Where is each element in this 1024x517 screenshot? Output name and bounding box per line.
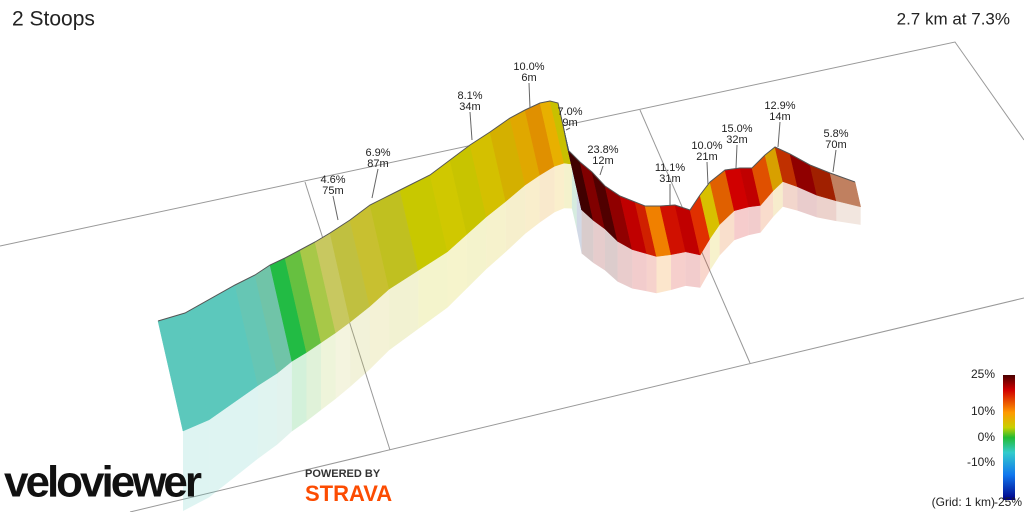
reflection-segment	[816, 195, 837, 222]
grade-label: 7.0%	[557, 106, 582, 118]
grade-label: 11.1%	[655, 162, 686, 174]
reflection-segment	[306, 342, 322, 422]
reflection-segment	[257, 373, 278, 459]
reflection-segment	[685, 251, 701, 288]
reflection-segment	[748, 205, 761, 236]
leader-line	[777, 121, 781, 148]
grade-label: 23.8%	[587, 144, 618, 156]
legend-bar	[1003, 375, 1015, 500]
title: 2 Stoops	[12, 8, 95, 31]
elevation-ribbon	[157, 100, 861, 511]
distance-label: 87m	[367, 158, 388, 170]
reflection-segment	[773, 181, 783, 217]
leader-line	[735, 144, 738, 169]
grade-label: 10.0%	[691, 140, 722, 152]
reflection-segment	[564, 163, 572, 209]
grid	[0, 41, 1024, 513]
reflection-segment	[760, 190, 774, 233]
reflection-segment	[486, 201, 506, 270]
reflection-segment	[418, 251, 448, 329]
reflection-segment	[350, 306, 370, 387]
reflection-segment	[539, 166, 555, 223]
reflection-segment	[525, 175, 540, 234]
legend-label: -25%	[994, 495, 1022, 509]
grade-label: 12.9%	[764, 100, 795, 112]
reflection-segment	[183, 419, 210, 511]
legend-label: 25%	[971, 367, 995, 381]
reflection-segment	[554, 163, 565, 213]
reflection-segment	[291, 352, 307, 432]
reflection-segment	[709, 224, 720, 271]
reflection-segment	[836, 200, 861, 225]
leader-line	[832, 149, 837, 173]
distance-label: 14m	[769, 111, 790, 123]
reflection-segment	[617, 241, 633, 289]
distance-label: 32m	[726, 134, 747, 146]
leader-line	[706, 161, 709, 186]
annotations: 4.6%75m6.9%87m8.1%34m10.0%6m7.0%9m23.8%1…	[320, 61, 849, 221]
grade-label: 15.0%	[721, 123, 752, 135]
distance-label: 75m	[322, 185, 343, 197]
grade-label: 10.0%	[513, 61, 544, 73]
grade-label: 5.8%	[823, 128, 848, 140]
distance-label: 9m	[562, 117, 577, 129]
grade-label: 4.6%	[320, 174, 345, 186]
reflection-segment	[369, 289, 390, 370]
reflection-segment	[209, 385, 258, 498]
partner-logo: STRAVA	[305, 481, 392, 506]
grade-label: 8.1%	[457, 90, 482, 102]
reflection-segment	[671, 251, 686, 291]
reflection-segment	[593, 220, 605, 271]
legend-label: 0%	[978, 430, 996, 444]
reflection-segment	[389, 270, 419, 351]
grade-label: 6.9%	[365, 147, 390, 159]
reflection-segment	[797, 186, 817, 218]
reflection-segment	[466, 216, 487, 289]
leader-line	[528, 82, 531, 109]
leader-line	[332, 195, 339, 221]
legend: 25% 10% 0% -10% -25%	[967, 367, 1022, 509]
reflection-segment	[576, 185, 582, 254]
profile-edge	[157, 100, 856, 322]
reflection-segment	[782, 181, 798, 211]
reflection-segment	[700, 238, 710, 288]
leader-line	[565, 127, 571, 131]
reflection-segment	[734, 206, 749, 241]
logo: veloviewer	[4, 458, 202, 507]
reflection-segment	[505, 184, 526, 252]
distance-label: 31m	[659, 173, 680, 185]
reflection-segment	[277, 361, 292, 445]
distance-label: 12m	[592, 155, 613, 167]
powered-by: POWERED BY	[305, 468, 381, 480]
reflection-segment	[646, 253, 657, 294]
reflection-segment	[632, 249, 647, 292]
leader-line	[371, 168, 379, 199]
legend-label: -10%	[967, 455, 995, 469]
leader-line	[599, 165, 604, 176]
distance-label: 70m	[825, 139, 846, 151]
legend-label: 10%	[971, 404, 995, 418]
reflection-segment	[335, 321, 351, 399]
distance-label: 34m	[459, 101, 480, 113]
reflection-segment	[719, 210, 735, 256]
leader-line	[469, 111, 473, 141]
reflection-segment	[447, 234, 467, 308]
reflection-segment	[604, 228, 618, 282]
distance-label: 21m	[696, 151, 717, 163]
grid-note: (Grid: 1 km)	[932, 495, 995, 509]
reflection-segment	[656, 254, 672, 294]
reflection-segment	[321, 332, 336, 411]
summary: 2.7 km at 7.3%	[897, 9, 1010, 28]
reflection-segment	[581, 209, 594, 263]
distance-label: 6m	[521, 72, 536, 84]
